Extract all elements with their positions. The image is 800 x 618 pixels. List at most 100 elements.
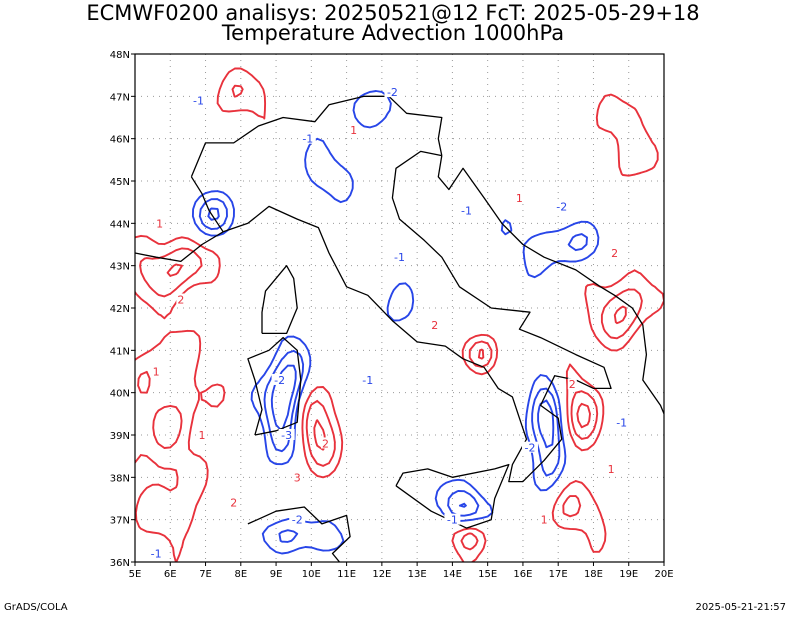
africa-coastline	[247, 506, 351, 562]
positive-contour-label: 1	[541, 514, 548, 527]
negative-contour-label: -1	[461, 205, 472, 218]
y-tick-label: 36N	[110, 558, 130, 569]
positive-contour-label: 2	[177, 294, 184, 307]
contour-label-background	[610, 246, 620, 258]
positive-contour-label: 1	[153, 366, 160, 379]
negative-contour-label: -1	[616, 416, 627, 429]
contour-label-background	[553, 200, 570, 212]
y-tick-label: 38N	[110, 473, 130, 484]
x-tick-label: 18E	[584, 569, 603, 580]
axis-ticks: 5E 6E 7E 8E 9E 10E 11E 12E 13E 14E 15E 16E 17E 18E 19E…	[110, 50, 674, 580]
map-title-line1: ECMWF0200 analisys: 20250521@12 FcT: 202…	[86, 1, 700, 25]
contour-label-background	[567, 378, 577, 390]
x-tick-label: 19E	[619, 569, 638, 580]
positive-contour-label: 2	[322, 437, 329, 450]
positive-contour-label: 2	[569, 378, 576, 391]
y-tick-label: 48N	[110, 50, 130, 61]
contour-label-background	[539, 513, 549, 525]
footer-software-label: GrADS/COLA	[4, 602, 68, 613]
positive-contour-label: 1	[156, 217, 163, 230]
france-italy-border	[190, 176, 224, 233]
contour-label-background	[606, 462, 616, 474]
x-tick-label: 16E	[513, 569, 532, 580]
positive-contour-label: 1	[350, 124, 357, 137]
contour-label-background	[430, 318, 440, 330]
balkan-coastline	[437, 155, 664, 415]
positive-contour-label: 3	[294, 471, 301, 484]
footer-timestamp: 2025-05-21-21:57	[695, 602, 786, 613]
x-tick-label: 7E	[199, 569, 212, 580]
negative-contour-label: -1	[151, 548, 162, 561]
y-tick-label: 47N	[110, 92, 130, 103]
y-tick-label: 46N	[110, 135, 130, 146]
y-tick-label: 37N	[110, 516, 130, 527]
y-tick-label: 41N	[110, 346, 130, 357]
contour-label-background	[384, 86, 401, 98]
positive-advection-contour	[166, 263, 627, 451]
x-tick-label: 15E	[478, 569, 497, 580]
negative-contour-label: -3	[281, 429, 292, 442]
positive-contour-label: 2	[431, 319, 438, 332]
contour-label-background	[391, 251, 408, 263]
negative-contour-label: -1	[362, 374, 373, 387]
france-coastline	[135, 231, 224, 263]
map-title-line2: Temperature Advection 1000hPa	[221, 21, 565, 45]
sardinia-coastline	[247, 336, 302, 436]
negative-contour-label: -2	[556, 200, 567, 213]
contour-label-background	[349, 124, 359, 136]
contour-label-background	[299, 132, 316, 144]
positive-contour-label: 1	[608, 463, 615, 476]
negative-contour-label: -2	[387, 86, 398, 99]
contour-label-layer: 1 2 1 1 2 3 2 1 2 1 2 1 2 1 -1 -2 -1 -2 -1 -2 -1 -3 -2 -1 -1 -1 -2…	[148, 86, 630, 561]
alps-border	[190, 95, 443, 178]
negative-advection-contour	[191, 90, 600, 555]
x-tick-label: 14E	[443, 569, 462, 580]
contour-label-background	[514, 191, 524, 203]
contour-label-background	[278, 429, 295, 440]
negative-contour-label: -1	[447, 514, 458, 527]
contour-label-background	[197, 429, 207, 440]
contour-label-background	[521, 441, 538, 453]
contour-field	[135, 67, 664, 562]
x-tick-label: 13E	[408, 569, 427, 580]
negative-contour-label: -2	[525, 442, 536, 455]
contour-label-background	[148, 547, 165, 559]
contour-label-background	[359, 373, 376, 385]
positive-contour-label: 1	[516, 192, 523, 205]
x-tick-label: 5E	[129, 569, 142, 580]
y-tick-label: 39N	[110, 431, 130, 442]
x-tick-label: 11E	[337, 569, 356, 580]
contour-label-background	[444, 513, 461, 525]
positive-contour-label: 1	[199, 429, 206, 442]
x-tick-label: 12E	[372, 569, 391, 580]
contour-label-background	[155, 217, 165, 229]
contour-label-background	[151, 365, 161, 377]
y-tick-label: 40N	[110, 389, 130, 400]
y-tick-label: 42N	[110, 304, 130, 315]
x-tick-label: 6E	[164, 569, 177, 580]
x-tick-label: 17E	[549, 569, 568, 580]
contour-label-background	[292, 471, 302, 483]
negative-contour-label: -2	[292, 514, 303, 527]
positive-advection-contour	[135, 67, 664, 562]
contour-label-background	[320, 437, 330, 449]
contour-label-background	[176, 293, 186, 305]
positive-contour-label: 2	[611, 247, 618, 260]
italy-coastline	[222, 150, 612, 483]
contour-label-background	[289, 513, 306, 525]
contour-label-background	[458, 204, 475, 216]
coastline-layer	[135, 95, 664, 562]
contour-label-background	[613, 416, 630, 428]
x-tick-label: 20E	[654, 569, 673, 580]
x-tick-label: 8E	[234, 569, 247, 580]
contour-label-background	[190, 94, 207, 106]
y-tick-label: 43N	[110, 262, 130, 273]
x-tick-label: 9E	[270, 569, 283, 580]
negative-contour-label: -2	[274, 374, 285, 387]
negative-contour-label: -1	[193, 95, 204, 108]
x-tick-label: 10E	[302, 569, 321, 580]
positive-advection-contour	[137, 84, 643, 551]
y-tick-label: 45N	[110, 177, 130, 188]
negative-contour-label: -1	[394, 251, 405, 264]
